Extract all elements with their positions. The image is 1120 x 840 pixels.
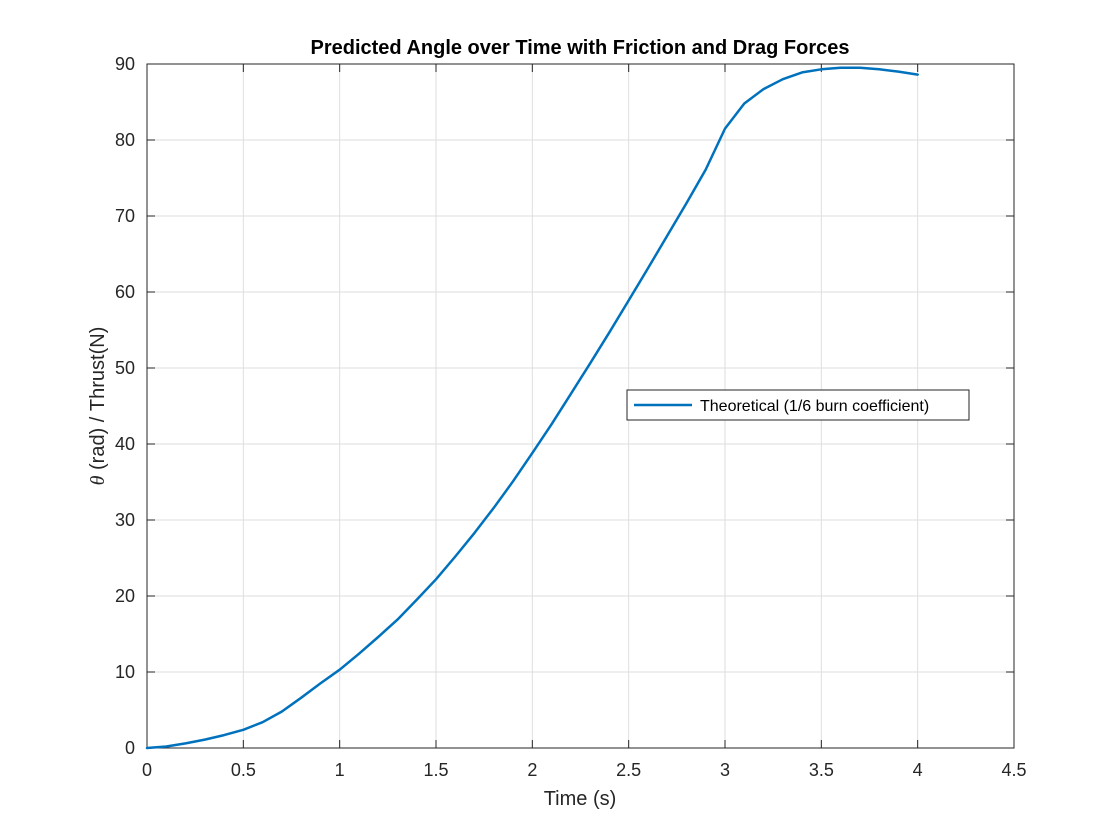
y-tick-label: 60 bbox=[115, 282, 135, 302]
x-tick-label: 4.5 bbox=[1001, 760, 1026, 780]
axes bbox=[146, 63, 1015, 749]
x-tick-label: 2 bbox=[527, 760, 537, 780]
y-axis-label-symbol: θ bbox=[87, 475, 109, 485]
x-tick-label: 2.5 bbox=[616, 760, 641, 780]
x-tick-label: 3 bbox=[720, 760, 730, 780]
legend-label-theoretical: Theoretical (1/6 burn coefficient) bbox=[700, 398, 929, 415]
y-tick-label: 80 bbox=[115, 130, 135, 150]
y-axis-label: θ (rad) / Thrust(N) bbox=[87, 327, 109, 486]
y-tick-label: 90 bbox=[115, 54, 135, 74]
y-tick-label: 30 bbox=[115, 510, 135, 530]
y-tick-label: 0 bbox=[125, 738, 135, 758]
y-tick-label: 70 bbox=[115, 206, 135, 226]
x-tick-label: 4 bbox=[913, 760, 923, 780]
x-tick-label: 1 bbox=[335, 760, 345, 780]
x-tick-label: 0 bbox=[142, 760, 152, 780]
series-line-theoretical bbox=[145, 66, 919, 750]
tick-labels: 0 0.5 1 1.5 2 2.5 3 3.5 4 4.5 0 10 20 30 40 50 60 70 80 90 bbox=[115, 54, 1027, 780]
x-axis-label: Time (s) bbox=[544, 788, 617, 810]
x-tick-label: 3.5 bbox=[809, 760, 834, 780]
x-tick-label: 0.5 bbox=[231, 760, 256, 780]
y-tick-label: 20 bbox=[115, 586, 135, 606]
y-axis-label-text: (rad) / Thrust(N) bbox=[87, 327, 109, 476]
y-tick-label: 10 bbox=[115, 662, 135, 682]
plot-area-border bbox=[146, 63, 1015, 749]
y-tick-label: 40 bbox=[115, 434, 135, 454]
series-layer bbox=[145, 66, 919, 750]
y-tick-label: 50 bbox=[115, 358, 135, 378]
x-tick-label: 1.5 bbox=[423, 760, 448, 780]
legend: Theoretical (1/6 burn coefficient) bbox=[626, 389, 970, 421]
chart-title: Predicted Angle over Time with Friction … bbox=[310, 37, 849, 59]
